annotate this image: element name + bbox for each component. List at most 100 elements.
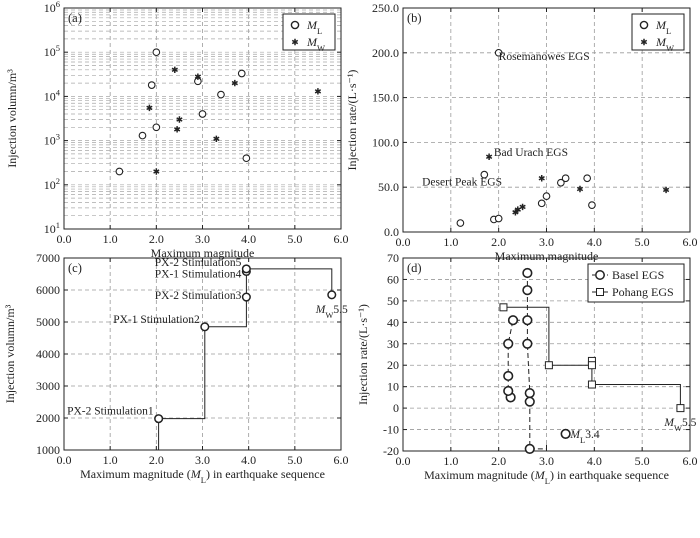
legend-d: Basel EGS Pohang EGS: [587, 263, 685, 303]
basel-point: [522, 315, 533, 326]
ml-point: [542, 192, 551, 201]
x-tick-label: 1.0: [443, 235, 458, 249]
ml-point: [152, 123, 161, 132]
panel-label: (b): [407, 11, 422, 25]
x-tick-label: 0.0: [396, 235, 411, 249]
y-tick-label: -20: [383, 444, 399, 458]
legend-box: [282, 13, 336, 51]
ml-point: [480, 170, 489, 179]
y-tick-label: 150.0: [372, 91, 399, 105]
site-annotation: Bad Urach EGS: [494, 147, 568, 159]
y-tick-label: 6000: [36, 283, 60, 297]
ml-point: [217, 90, 225, 99]
y-tick-label: 104: [44, 87, 61, 103]
x-tick-label: 4.0: [587, 454, 602, 468]
basel-point: [524, 396, 535, 407]
x-tick-label: 5.0: [635, 235, 650, 249]
stimulation-label: MW5.5: [315, 304, 348, 320]
site-annotation: Desert Peak EGS: [422, 176, 502, 188]
x-axis-label: Maximum magnitude: [151, 246, 255, 260]
stimulation-label: PX-1 Stimulation4: [155, 268, 242, 280]
gridlines: [64, 258, 341, 450]
x-tick-label: 4.0: [241, 232, 256, 246]
y-axis-label: Injection volumn/m³: [5, 69, 19, 168]
panel-label: (c): [68, 261, 82, 275]
mw-point: [231, 79, 238, 87]
stimulation-label: PX-1 Stimulation2: [113, 314, 200, 326]
legend-label: Pohang EGS: [612, 285, 674, 299]
x-tick-label: 2.0: [149, 232, 164, 246]
legend-label: MW: [306, 35, 325, 53]
stimulation-point: [154, 414, 164, 424]
mw-point: [171, 66, 178, 73]
legend-star-marker: [640, 38, 648, 46]
data-points: [499, 267, 685, 454]
mw-point: [662, 186, 670, 194]
stimulation-point: [327, 290, 337, 300]
y-tick-label: 10: [387, 380, 399, 394]
y-tick-label: 103: [44, 132, 60, 148]
x-tick-label: 5.0: [287, 453, 302, 467]
data-points: [456, 48, 670, 227]
ml-annotation: ML3.4: [569, 429, 599, 445]
mw-point: [213, 135, 220, 142]
stimulation-label: PX-2 Stimulation3: [155, 290, 242, 302]
data-points: [115, 48, 322, 176]
stimulation-label: PX-2 Stimulation5: [155, 257, 242, 269]
x-axis-label: Maximum magnitude: [495, 249, 599, 263]
pohang-point: [587, 380, 596, 389]
legend-circle-marker: [290, 20, 300, 30]
basel-point: [522, 338, 533, 349]
x-tick-label: 4.0: [587, 235, 602, 249]
legend-label: MW: [655, 35, 674, 53]
mw-point: [519, 203, 526, 211]
mw-point: [146, 104, 153, 112]
pohang-point: [544, 361, 553, 370]
ml-point: [556, 178, 565, 187]
y-tick-label: 0: [393, 401, 399, 415]
y-tick-label: 70: [387, 251, 399, 265]
x-tick-label: 5.0: [287, 232, 302, 246]
ml-point: [588, 201, 596, 209]
y-tick-label: -10: [383, 423, 399, 437]
y-tick-label: 30: [387, 337, 399, 351]
stimulation-point: [241, 264, 251, 274]
y-axis-label: Injection volumn/m³: [3, 304, 17, 403]
y-tick-label: 2000: [36, 411, 60, 425]
x-tick-label: 0.0: [57, 232, 72, 246]
legend-box: [631, 13, 685, 51]
ml-point: [152, 48, 161, 57]
ml-point: [456, 219, 465, 227]
x-tick-label: 2.0: [149, 453, 164, 467]
panel-c: 0.0 1.0 2.0 3.0 4.0 5.0 6.0 1000 2000 3000 4000 500…: [3, 251, 349, 485]
y-tick-label: 200.0: [372, 46, 399, 60]
ml-point: [237, 69, 246, 78]
pohang-point: [499, 303, 508, 312]
basel-point: [503, 370, 514, 382]
panel-d: 0.0 1.0 2.0 3.0 4.0 5.0 6.0 -20 -10 0 10 20 30 40 50 60…: [356, 251, 698, 486]
x-tick-label: 1.0: [103, 453, 118, 467]
legend-circle-marker: [595, 270, 605, 280]
y-tick-label: 7000: [36, 251, 60, 265]
y-tick-label: 50.0: [378, 180, 399, 194]
stimulation-point: [200, 322, 210, 332]
y-tick-label: 105: [44, 43, 60, 59]
gridlines: [64, 8, 341, 229]
x-tick-label: 3.0: [539, 235, 554, 249]
basel-point: [522, 267, 533, 279]
x-tick-label: 3.0: [195, 453, 210, 467]
y-tick-label: 101: [44, 220, 60, 236]
panel-label: (d): [407, 261, 422, 275]
x-tick-label: 1.0: [443, 454, 458, 468]
ml-point: [147, 81, 156, 89]
ml-point: [583, 174, 592, 183]
x-tick-label: 6.0: [683, 235, 698, 249]
basel-point: [503, 338, 514, 349]
y-tick-label: 100.0: [372, 135, 399, 149]
x-tick-label: 6.0: [334, 232, 349, 246]
basel-point: [503, 385, 514, 397]
x-tick-label: 2.0: [491, 235, 506, 249]
data-points: [154, 264, 337, 424]
ml-point: [494, 48, 503, 57]
